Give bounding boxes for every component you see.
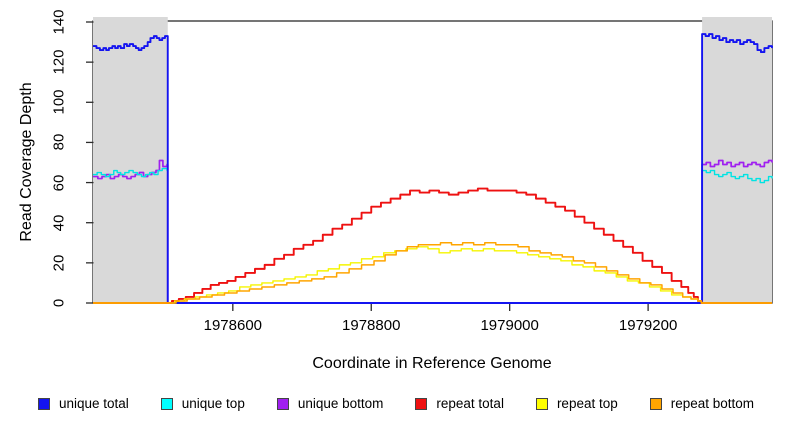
y-tick-label: 120 [50, 49, 68, 75]
y-axis-title: Read Coverage Depth [18, 82, 35, 242]
y-tick-label: 140 [50, 9, 68, 35]
series-repeat-total-line [93, 187, 772, 304]
repeat-total-swatch [415, 397, 428, 410]
legend-item-unique-top: unique top [160, 396, 245, 411]
unique-total-swatch [37, 397, 50, 410]
repeat-bottom-swatch [649, 397, 662, 410]
y-tick-label: 60 [50, 174, 68, 191]
y-tick-label: 0 [50, 298, 68, 308]
repeat-top-swatch [535, 397, 548, 410]
legend-item-unique-total: unique total [37, 396, 129, 411]
legend-item-repeat-total: repeat total [415, 396, 504, 411]
x-tick-label: 1978600 [203, 317, 263, 334]
unique-bottom-swatch [276, 397, 289, 410]
series-unique-bottom-line [93, 159, 773, 304]
legend-label: repeat total [436, 396, 504, 411]
legend-item-repeat-top: repeat top [535, 396, 618, 411]
x-tick-label: 1979000 [480, 317, 539, 334]
series-repeat-top-line [93, 246, 772, 304]
y-tick-label: 100 [50, 89, 68, 115]
series-unique-top-line [93, 167, 773, 304]
legend: unique total unique top unique bottom re… [0, 396, 792, 411]
shaded-region [702, 17, 772, 303]
legend-label: unique total [58, 396, 129, 411]
legend-label: repeat top [556, 396, 618, 411]
y-tick-label: 80 [50, 134, 68, 151]
x-tick-label: 1978800 [342, 317, 401, 334]
unique-top-swatch [160, 397, 173, 410]
legend-label: unique top [181, 396, 245, 411]
legend-item-repeat-bottom: repeat bottom [649, 396, 755, 411]
plot-box [92, 20, 773, 304]
legend-label: repeat bottom [670, 396, 755, 411]
x-axis-title: Coordinate in Reference Genome [312, 355, 552, 372]
legend-label: unique bottom [297, 396, 384, 411]
x-tick-label: 1979200 [618, 317, 678, 334]
legend-item-unique-bottom: unique bottom [276, 396, 384, 411]
series-repeat-bottom-line [93, 242, 772, 304]
shaded-region [93, 17, 168, 303]
y-tick-label: 20 [50, 254, 68, 272]
series-unique-total-line [93, 33, 773, 304]
y-tick-label: 40 [50, 214, 68, 232]
